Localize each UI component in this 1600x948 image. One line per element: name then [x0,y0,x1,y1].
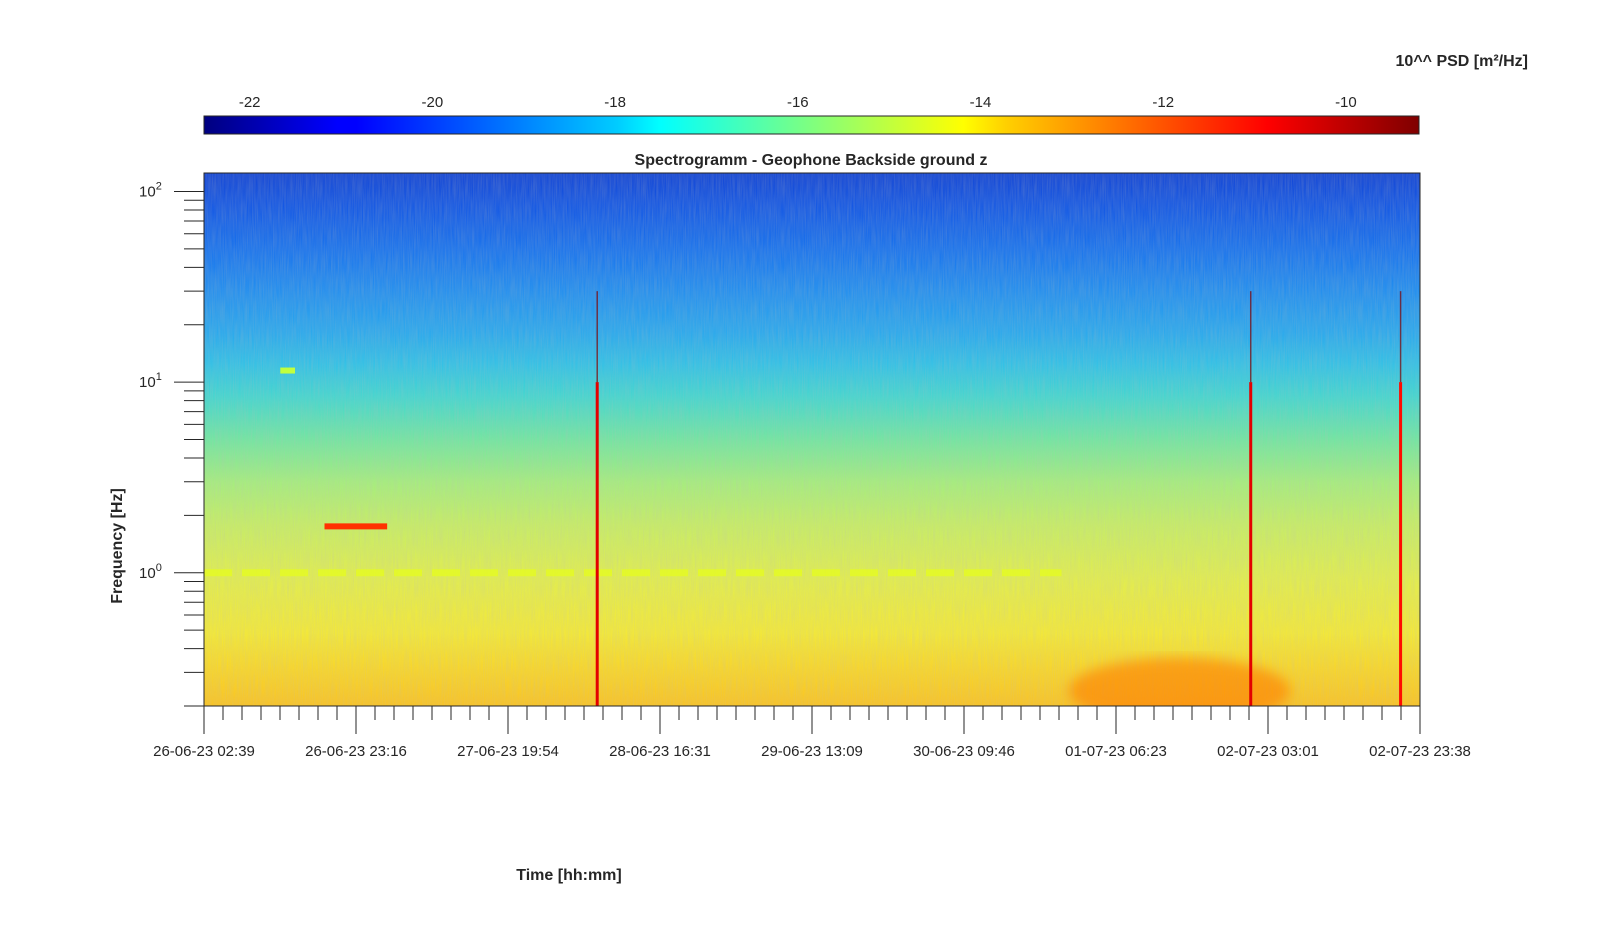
x-tick-label: 26-06-23 02:39 [153,743,255,760]
y-axis-label: Frequency [Hz] [109,488,126,604]
spectrogram-area [204,173,1420,706]
spectrogram-features [204,291,1403,706]
x-tick-label: 29-06-23 13:09 [761,743,863,760]
y-tick-label: 100 [139,562,162,582]
x-tick-label: 02-07-23 23:38 [1369,743,1471,760]
low-frequency-energy-patch [1068,657,1291,706]
x-axis-label: Time [hh:mm] [516,867,621,884]
colorbar-tick-label: -10 [1335,94,1357,111]
colorbar-gradient [203,115,1420,135]
x-tick-label: 02-07-23 03:01 [1217,743,1319,760]
y-tick-label: 101 [139,371,162,391]
y-axis: 100 101 102 [139,180,204,707]
colorbar-tick-label: -16 [787,94,809,111]
x-tick-label: 28-06-23 16:31 [609,743,711,760]
x-tick-label: 26-06-23 23:16 [305,743,407,760]
x-tick-label: 27-06-23 19:54 [457,743,559,760]
y-tick-label: 102 [139,180,162,200]
colorbar-tick-label: -14 [970,94,992,111]
colorbar-tick-label: -12 [1152,94,1174,111]
colorbar-label: 10^^ PSD [m²/Hz] [1396,53,1528,70]
chart-title: Spectrogramm - Geophone Backside ground … [635,152,988,169]
colorbar: 10^^ PSD [m²/Hz] -22 -20 -18 -16 -14 -12 -10 [203,53,1528,135]
colorbar-tick-label: -22 [239,94,261,111]
colorbar-tick-label: -18 [604,94,626,111]
x-axis: 26-06-23 02:39 26-06-23 23:16 27-06-23 19:… [153,706,1471,760]
colorbar-tick-label: -20 [422,94,444,111]
x-tick-label: 01-07-23 06:23 [1065,743,1167,760]
x-tick-label: 30-06-23 09:46 [913,743,1015,760]
